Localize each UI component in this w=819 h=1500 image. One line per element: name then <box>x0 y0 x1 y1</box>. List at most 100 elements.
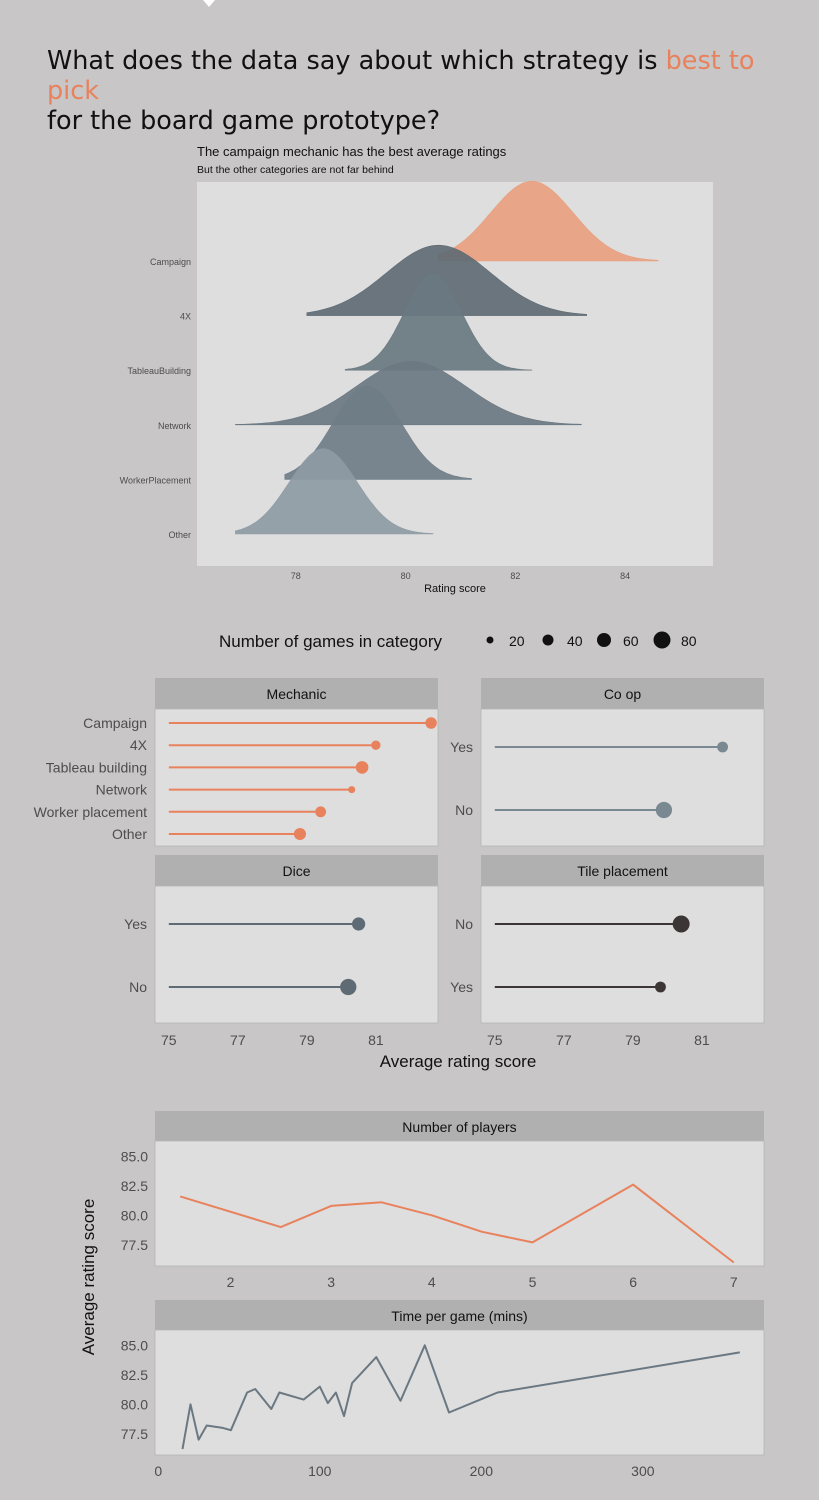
ridgeline-x-ticks: 78 80 82 84 <box>291 571 630 581</box>
size-legend-dot-40 <box>542 634 554 646</box>
facet-tile-placement: Tile placement No Yes 75 77 79 81 <box>450 855 765 1048</box>
line-xtick-number-of-players-6: 6 <box>629 1274 637 1290</box>
facet-strip-label-mechanic: Mechanic <box>267 686 327 702</box>
ridgeline-subtitle: But the other categories are not far beh… <box>197 164 394 176</box>
facet-strip-label-tile-placement: Tile placement <box>577 863 668 879</box>
lollipop-label-mechanic-network: Network <box>96 782 148 798</box>
size-legend-title: Number of games in category <box>219 632 442 651</box>
facet-strip-label-time-per-game-mins: Time per game (mins) <box>391 1308 527 1324</box>
lollipop-label-mechanic-worker-placement: Worker placement <box>34 804 147 820</box>
facet-time-per-game-mins: Time per game (mins) 85.0 82.5 80.0 77.5 0 100… <box>121 1300 765 1479</box>
ridge-4x <box>306 244 587 316</box>
ridge-campaign <box>438 180 659 262</box>
line-xtick-time-per-game-mins-300: 300 <box>631 1463 655 1479</box>
size-legend-dot-20 <box>486 636 494 644</box>
size-legend-dot-80 <box>653 631 671 649</box>
lollipop-dot-tile-placement-no <box>672 915 690 933</box>
lollipop-dot-dice-yes <box>352 917 366 931</box>
lollipop-dot-tile-placement-yes <box>655 981 666 993</box>
line-xtick-number-of-players-3: 3 <box>327 1274 335 1290</box>
facet-strip-co-op <box>481 678 764 709</box>
line-xtick-time-per-game-mins-0: 0 <box>154 1463 162 1479</box>
facet-panel-dice <box>154 885 439 1024</box>
facet-strip-label-number-of-players: Number of players <box>402 1119 516 1135</box>
lollipop-label-dice-no: No <box>129 979 147 995</box>
ridgeline-areas <box>235 180 659 535</box>
headline-part1: What does the data say about which strat… <box>47 46 666 76</box>
lollipop-dot-co-op-yes <box>717 741 729 753</box>
ridge-label-tableaubuilding: TableauBuilding <box>127 366 191 376</box>
lollipop-label-mechanic-other: Other <box>112 826 147 842</box>
ridge-label-other: Other <box>168 530 191 540</box>
size-legend-label-40: 40 <box>567 633 583 649</box>
lollipop-dot-mechanic-other <box>293 827 307 841</box>
facet-panel-mechanic <box>154 708 439 847</box>
size-legend: Number of games in category 20 40 60 80 <box>219 631 697 651</box>
facet-strip-number-of-players <box>155 1111 764 1141</box>
lollipop-label-mechanic-campaign: Campaign <box>83 715 147 731</box>
line-ytick-number-of-players-85-0: 85.0 <box>121 1148 148 1164</box>
size-legend-dot-60 <box>597 633 611 647</box>
facet-number-of-players: Number of players 85.0 82.5 80.0 77.5 2 3 4 5 6 7 <box>121 1111 765 1290</box>
facet-strip-time-per-game-mins <box>155 1300 764 1330</box>
ridge-label-workerplacement: WorkerPlacement <box>120 475 192 485</box>
lollipop-facets: Mechanic Campaign 4X Tableau building Networ… <box>34 678 765 1048</box>
size-legend-label-80: 80 <box>681 633 697 649</box>
line-xtick-time-per-game-mins-100: 100 <box>308 1463 332 1479</box>
lollipop-label-mechanic-4x: 4X <box>130 737 148 753</box>
facet-strip-mechanic <box>155 678 438 709</box>
line-ytick-number-of-players-82-5: 82.5 <box>121 1178 148 1194</box>
lollipop-label-tile-placement-no: No <box>455 916 473 932</box>
lollipop-dot-mechanic-tableau-building <box>355 761 369 774</box>
headline: What does the data say about which strat… <box>47 46 807 136</box>
lollipop-xtick-dice-81: 81 <box>368 1032 384 1048</box>
size-legend-items: 20 40 60 80 <box>486 631 697 649</box>
lollipop-dot-co-op-no <box>655 801 673 819</box>
headline-part2: for the board game prototype? <box>47 106 441 136</box>
lollipop-label-co-op-yes: Yes <box>450 739 473 755</box>
ridge-xtick-78: 78 <box>291 571 301 581</box>
lollipop-x-label: Average rating score <box>380 1052 537 1071</box>
lollipop-xtick-tile-placement-81: 81 <box>694 1032 710 1048</box>
line-ytick-time-per-game-mins-77-5: 77.5 <box>121 1426 148 1442</box>
lollipop-label-dice-yes: Yes <box>124 916 147 932</box>
facet-strip-dice <box>155 855 438 886</box>
line-ytick-time-per-game-mins-82-5: 82.5 <box>121 1367 148 1383</box>
ridge-label-4x: 4X <box>180 312 191 322</box>
lollipop-dot-mechanic-campaign <box>425 717 437 729</box>
lollipop-dot-mechanic-network <box>348 786 356 794</box>
facet-panel-time-per-game-mins <box>154 1329 765 1456</box>
line-xtick-number-of-players-7: 7 <box>730 1274 738 1290</box>
shared-y-label: Average rating score <box>79 1199 98 1356</box>
facet-panel-tile-placement <box>480 885 765 1024</box>
ridge-other <box>235 448 434 535</box>
ridge-label-network: Network <box>158 421 192 431</box>
facet-panel-number-of-players <box>154 1140 765 1267</box>
lollipop-xtick-dice-79: 79 <box>299 1032 315 1048</box>
facet-strip-label-dice: Dice <box>282 863 310 879</box>
ridge-xtick-84: 84 <box>620 571 630 581</box>
facet-co-op: Co op Yes No <box>450 678 765 847</box>
ridge-network <box>235 361 582 426</box>
ridgeline-title: The campaign mechanic has the best avera… <box>197 144 507 159</box>
line-xtick-number-of-players-5: 5 <box>529 1274 537 1290</box>
lollipop-dot-mechanic-4x <box>371 740 381 750</box>
line-series-number-of-players <box>179 1183 735 1264</box>
ridge-xtick-82: 82 <box>510 571 520 581</box>
line-xtick-number-of-players-2: 2 <box>227 1274 235 1290</box>
line-ytick-time-per-game-mins-85-0: 85.0 <box>121 1337 148 1353</box>
facet-strip-label-co-op: Co op <box>604 686 642 702</box>
line-xtick-number-of-players-4: 4 <box>428 1274 436 1290</box>
ridge-tableaubuilding <box>344 273 533 371</box>
ridgeline-category-labels: Campaign 4X TableauBuilding Network WorkerPl… <box>120 257 192 540</box>
lollipop-xtick-tile-placement-77: 77 <box>556 1032 572 1048</box>
lollipop-xtick-tile-placement-79: 79 <box>625 1032 641 1048</box>
facet-panel-co-op <box>480 708 765 847</box>
ridgeline-chart: The campaign mechanic has the best avera… <box>120 144 713 595</box>
lollipop-dot-mechanic-worker-placement <box>315 806 327 818</box>
size-legend-label-20: 20 <box>509 633 525 649</box>
headline-highlight: best to pick <box>47 46 755 106</box>
top-notch-marker <box>203 0 215 7</box>
lollipop-label-mechanic-tableau-building: Tableau building <box>46 759 147 775</box>
line-facets: Number of players 85.0 82.5 80.0 77.5 2 3 4 5 6 7 T… <box>121 1111 765 1479</box>
